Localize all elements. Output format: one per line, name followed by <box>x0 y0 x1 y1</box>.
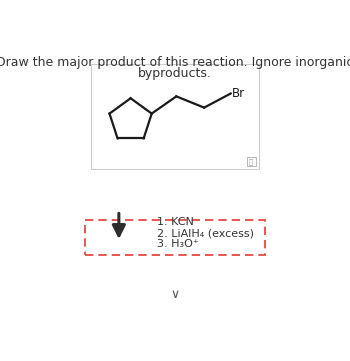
Text: Br: Br <box>232 87 245 100</box>
Text: Draw the major product of this reaction. Ignore inorganic: Draw the major product of this reaction.… <box>0 56 350 69</box>
Text: 1. KCN: 1. KCN <box>157 217 194 227</box>
Text: 3. H₃O⁺: 3. H₃O⁺ <box>157 239 198 249</box>
Bar <box>85 219 265 255</box>
Bar <box>91 64 259 169</box>
Bar <box>246 157 256 166</box>
Text: ⌕: ⌕ <box>249 158 253 165</box>
Text: 2. LiAlH₄ (excess): 2. LiAlH₄ (excess) <box>157 229 254 239</box>
Text: ∨: ∨ <box>170 288 180 301</box>
Text: byproducts.: byproducts. <box>138 67 212 80</box>
